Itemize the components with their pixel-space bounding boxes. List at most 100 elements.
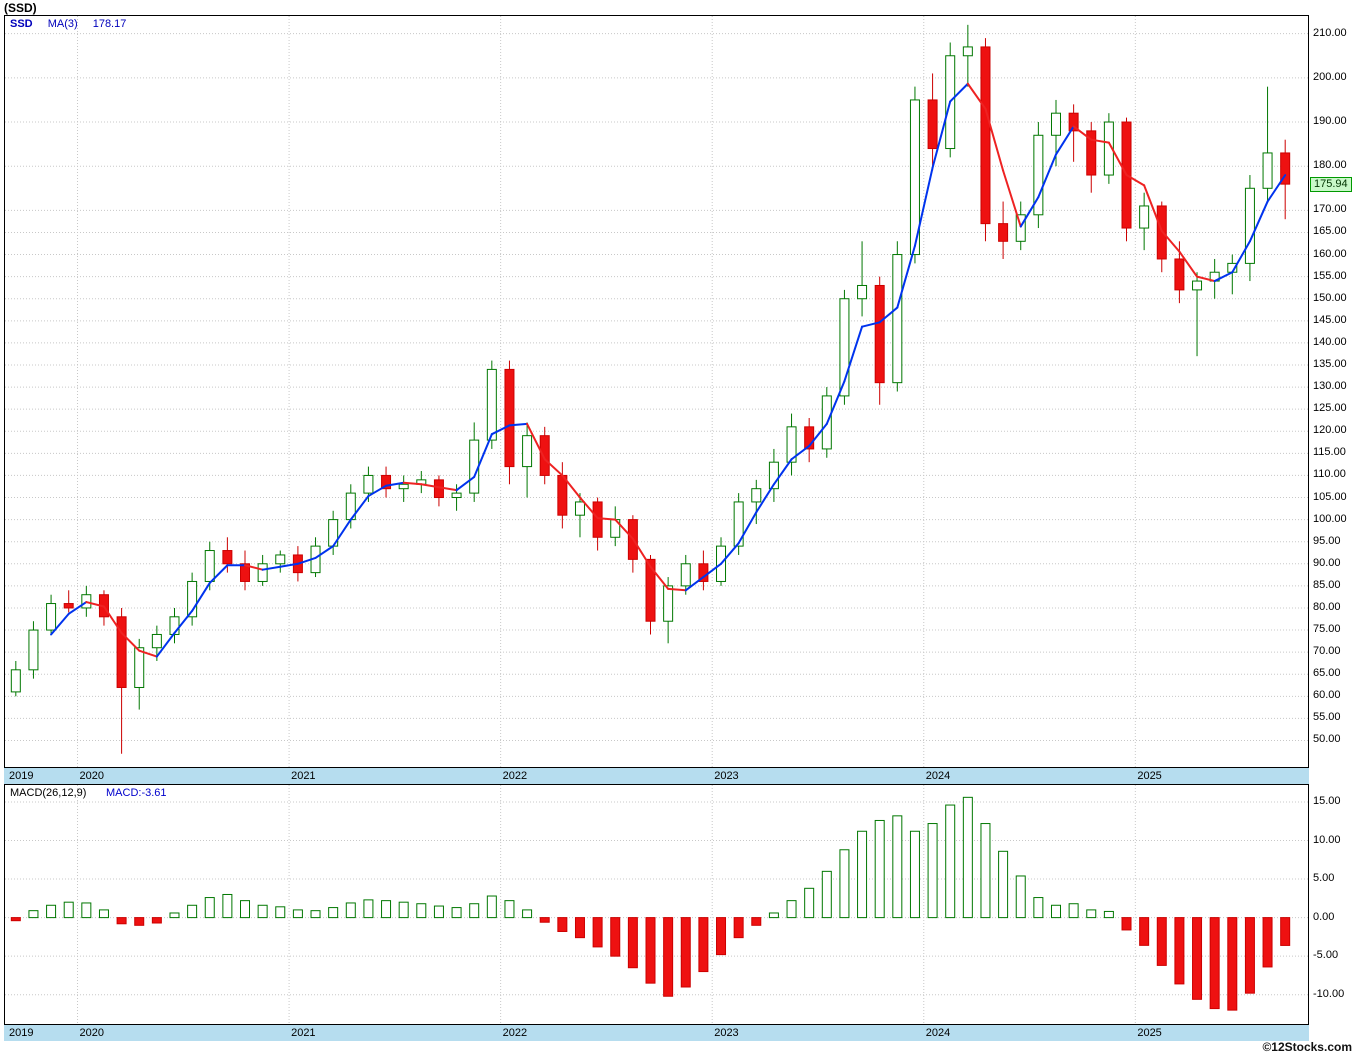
macd-bar: [10, 917, 21, 922]
candle-body: [240, 563, 251, 582]
macd-bar: [592, 917, 603, 948]
macd-bar: [328, 907, 339, 919]
price-axis-tick: 105.00: [1313, 490, 1347, 503]
macd-bar: [610, 917, 621, 957]
macd-bar: [768, 912, 779, 919]
candle-body: [398, 483, 409, 490]
macd-bar: [522, 909, 533, 919]
candle-body: [1050, 112, 1061, 136]
macd-bar: [821, 870, 832, 919]
macd-bar: [1262, 917, 1273, 968]
price-axis-tick: 55.00: [1313, 711, 1341, 724]
macd-bar: [998, 850, 1009, 919]
price-axis-tick: 190.00: [1313, 115, 1347, 128]
candle-body: [909, 99, 920, 256]
price-axis-tick: 180.00: [1313, 159, 1347, 172]
candle-body: [1015, 214, 1026, 242]
candle-body: [1033, 134, 1044, 216]
macd-bar: [909, 830, 920, 919]
candle-body: [204, 550, 215, 582]
macd-bar: [257, 904, 268, 919]
macd-bar: [663, 917, 674, 997]
price-axis-tick: 75.00: [1313, 623, 1341, 636]
macd-axis-tick: 10.00: [1313, 833, 1341, 846]
macd-bar: [398, 901, 409, 919]
candles: [10, 24, 1291, 754]
price-axis-tick: 120.00: [1313, 424, 1347, 437]
macd-bar: [275, 906, 286, 919]
macd-bar: [962, 796, 973, 919]
year-label-top: 2020: [79, 770, 104, 782]
macd-bar: [839, 849, 850, 919]
year-label-bottom: 2020: [79, 1027, 104, 1039]
macd-bar: [1103, 910, 1114, 919]
macd-bar: [63, 901, 74, 919]
candle-body: [1280, 152, 1291, 185]
macd-bar: [46, 904, 57, 919]
candle-body: [645, 558, 656, 622]
watermark-link[interactable]: ©12Stocks.com: [1262, 1040, 1352, 1054]
macd-bar: [292, 909, 303, 919]
macd-bar: [98, 909, 109, 919]
macd-bar: [222, 893, 233, 919]
candle-body: [768, 461, 779, 490]
candle-body: [134, 647, 145, 688]
year-axis-strip-top: [4, 768, 1309, 784]
macd-axis-tick: 5.00: [1313, 872, 1335, 885]
candle-body: [927, 99, 938, 150]
macd-bar: [1121, 917, 1132, 931]
year-label-top: 2023: [714, 770, 739, 782]
macd-bar: [786, 900, 797, 919]
macd-bar: [451, 907, 462, 919]
ma3-line: [50, 82, 1287, 658]
price-axis-tick: 155.00: [1313, 269, 1347, 282]
candle-body: [786, 426, 797, 463]
candle-body: [1103, 121, 1114, 176]
last-price-tag: 175.94: [1310, 177, 1352, 193]
price-grid: [5, 16, 1308, 767]
macd-panel: [4, 784, 1309, 1025]
macd-bar: [557, 917, 568, 932]
macd-bar: [1068, 903, 1079, 919]
macd-bar: [1050, 904, 1061, 919]
macd-bar: [187, 904, 198, 919]
candle-body: [1262, 152, 1273, 189]
price-axis-tick: 95.00: [1313, 534, 1341, 547]
year-label-top: 2022: [502, 770, 528, 782]
chart-title: (SSD): [4, 1, 37, 15]
candle-body: [874, 284, 885, 384]
candle-body: [381, 474, 392, 490]
macd-axis-tick: -5.00: [1313, 949, 1339, 962]
price-axis-tick: 145.00: [1313, 313, 1347, 326]
candle-body: [680, 563, 691, 587]
candle-body: [1192, 280, 1203, 291]
price-axis-tick: 140.00: [1313, 335, 1347, 348]
macd-bar: [204, 897, 215, 919]
price-axis-tick: 90.00: [1313, 556, 1341, 569]
price-axis-tick: 130.00: [1313, 380, 1347, 393]
macd-bar: [1192, 917, 1203, 1000]
candle-body: [804, 426, 815, 450]
candle-body: [275, 554, 286, 565]
macd-bar: [980, 823, 991, 919]
macd-bar: [1086, 909, 1097, 919]
macd-bar: [169, 912, 180, 919]
candle-body: [222, 550, 233, 565]
macd-bar: [81, 902, 92, 919]
candle-body: [486, 368, 497, 441]
macd-bar: [574, 917, 585, 939]
macd-bar: [716, 917, 727, 956]
price-axis-tick: 210.00: [1313, 26, 1347, 39]
candle-body: [63, 603, 74, 609]
candle-body: [522, 435, 533, 468]
candle-body: [1174, 258, 1185, 291]
macd-bar: [116, 917, 127, 925]
macd-bar: [433, 905, 444, 919]
macd-bar: [1033, 897, 1044, 919]
candle-body: [962, 46, 973, 57]
macd-bar: [1209, 917, 1220, 1010]
macd-bar: [733, 917, 744, 939]
candle-body: [998, 223, 1009, 242]
macd-bar: [627, 917, 638, 969]
